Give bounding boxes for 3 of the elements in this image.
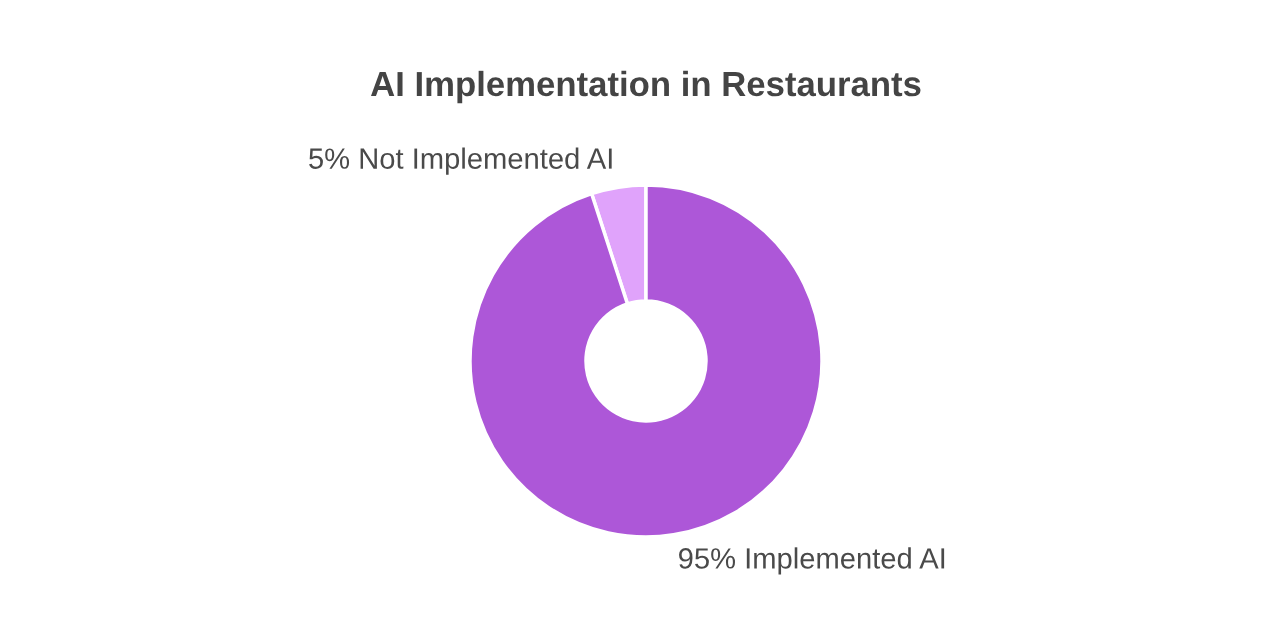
slice-label: 5% Not Implemented AI bbox=[309, 147, 612, 175]
slice-label: 95% Implemented AI bbox=[679, 547, 945, 575]
chart-title: AI Implementation in Restaurants bbox=[370, 70, 921, 104]
